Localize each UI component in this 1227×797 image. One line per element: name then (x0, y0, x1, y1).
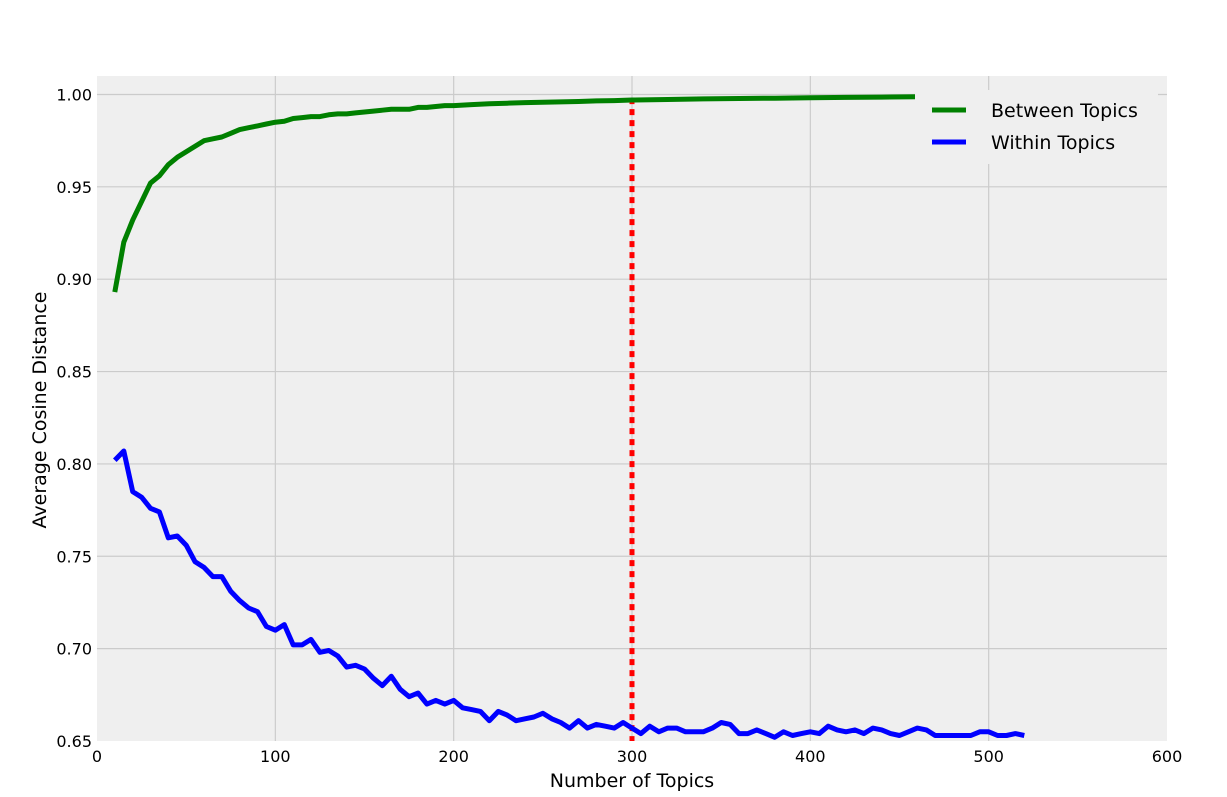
y-axis-label: Average Cosine Distance (29, 292, 51, 529)
y-tick-label: 0.65 (56, 732, 92, 751)
y-tick-label: 0.75 (56, 547, 92, 566)
series-line-between-topics (112, 94, 918, 293)
x-tick-label: 200 (438, 747, 469, 766)
y-tick-label: 0.85 (56, 363, 92, 382)
x-tick-label: 400 (795, 747, 826, 766)
x-tick-label: 100 (260, 747, 291, 766)
x-tick-labels: 0 100 200 300 400 500 600 (92, 747, 1182, 766)
y-tick-label: 0.95 (56, 178, 92, 197)
legend-box (915, 90, 1158, 164)
y-tick-label: 0.70 (56, 640, 92, 659)
x-axis-label: Number of Topics (550, 770, 714, 792)
y-tick-labels: 0.65 0.70 0.75 0.80 0.85 0.90 0.95 1.00 (56, 85, 92, 751)
series-line-within-topics (113, 448, 1025, 740)
series-group (112, 94, 1025, 740)
y-tick-label: 0.80 (56, 455, 92, 474)
y-tick-label: 0.90 (56, 270, 92, 289)
x-tick-label: 500 (973, 747, 1004, 766)
legend-label: Between Topics (991, 100, 1138, 122)
legend: Between Topics Within Topics (915, 90, 1158, 164)
y-tick-label: 1.00 (56, 85, 92, 104)
x-tick-label: 300 (617, 747, 648, 766)
x-tick-label: 0 (92, 747, 102, 766)
x-tick-label: 600 (1152, 747, 1183, 766)
legend-label: Within Topics (991, 132, 1115, 154)
